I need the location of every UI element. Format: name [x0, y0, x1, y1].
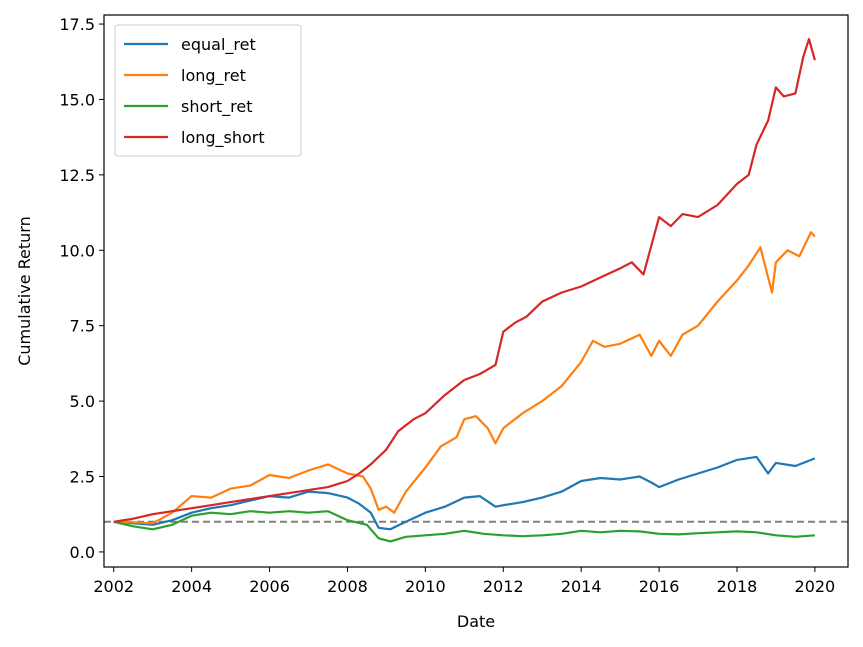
y-tick-label: 5.0	[70, 392, 95, 411]
legend-label-short-ret: short_ret	[181, 97, 252, 117]
y-tick-label: 2.5	[70, 468, 95, 487]
series-line-long-ret	[113, 231, 816, 525]
x-tick-label: 2010	[405, 577, 446, 596]
legend: equal_ret long_ret short_ret long_short	[114, 24, 302, 157]
x-axis-title: Date	[457, 612, 495, 631]
plot-frame	[103, 14, 849, 568]
series-line-long-short	[113, 38, 816, 523]
y-tick-label: 17.5	[59, 15, 95, 34]
x-tick-label: 2006	[249, 577, 290, 596]
y-axis: 0.0 2.5 5.0 7.5 10.0 12.5 15.0 17.5	[59, 15, 104, 562]
y-tick-label: 10.0	[59, 241, 95, 260]
x-tick-label: 2020	[795, 577, 836, 596]
legend-label-long-short: long_short	[181, 128, 265, 148]
y-axis-title: Cumulative Return	[15, 216, 34, 366]
x-tick-label: 2008	[327, 577, 368, 596]
y-tick-label: 12.5	[59, 166, 95, 185]
x-tick-label: 2012	[483, 577, 524, 596]
series-line-equal-ret	[113, 455, 816, 531]
x-tick-label: 2018	[717, 577, 758, 596]
y-tick-label: 15.0	[59, 90, 95, 109]
x-axis: 2002 2004 2006 2008 2010 2012 2014 2016 2018 2020	[93, 567, 835, 596]
legend-label-long-ret: long_ret	[181, 66, 246, 86]
x-tick-label: 2016	[639, 577, 680, 596]
x-tick-label: 2004	[171, 577, 212, 596]
series-line-short-ret	[113, 510, 815, 543]
y-tick-label: 7.5	[70, 317, 95, 336]
x-tick-label: 2002	[93, 577, 134, 596]
y-tick-label: 0.0	[70, 543, 95, 562]
x-tick-label: 2014	[561, 577, 602, 596]
plot-area	[104, 38, 848, 543]
legend-label-equal-ret: equal_ret	[181, 35, 256, 55]
legend-box	[114, 24, 302, 157]
